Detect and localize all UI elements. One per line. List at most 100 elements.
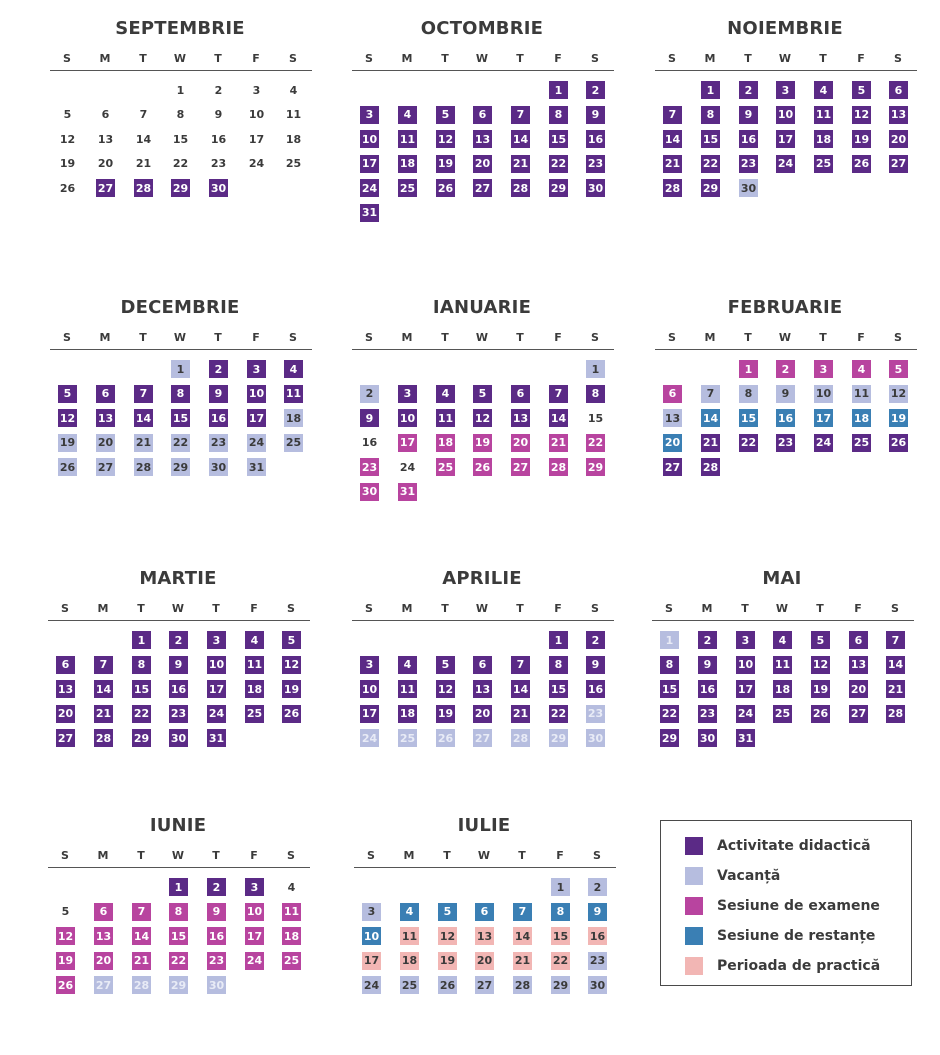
day-cell: 23 [210, 157, 227, 170]
day-cell: 26 [436, 179, 455, 197]
weekday-label: T [516, 602, 524, 615]
weekday-label: S [365, 331, 373, 344]
day-cell: 8 [586, 384, 605, 403]
weekday-label: T [516, 52, 524, 65]
day-cell: 29 [549, 179, 568, 197]
day-cell: 7 [511, 105, 530, 124]
day-cell: 5 [436, 655, 455, 674]
day-cell: 24 [207, 704, 226, 723]
weekday-label: F [554, 602, 562, 615]
day-cell: 1 [169, 878, 188, 896]
day-cell: 6 [889, 81, 908, 99]
day-cell: 25 [436, 458, 455, 476]
day-cell: 28 [511, 179, 530, 197]
day-cell: 14 [886, 655, 905, 674]
day-cell: 17 [736, 680, 755, 698]
month-iulie: IULIE S M T W T F S 1 2 3 4 5 6 7 8 9 10 11 12 13 14 15 16 17 18 1… [354, 815, 616, 1055]
day-cell: 20 [889, 130, 908, 148]
day-cell: 5 [852, 81, 871, 99]
day-cell: 17 [245, 927, 264, 945]
day-cell: 28 [134, 458, 153, 476]
day-cell: 9 [698, 655, 717, 674]
day-cell: 11 [245, 655, 264, 674]
weekday-label: W [778, 52, 792, 65]
day-cell: 28 [513, 976, 532, 994]
day-cell: 28 [511, 729, 530, 747]
header-divider [50, 349, 312, 350]
weekday-label: F [857, 52, 865, 65]
day-cell: 28 [701, 458, 720, 476]
weekday-label: S [63, 52, 71, 65]
day-cell: 13 [96, 409, 115, 427]
legend-swatch-restante [685, 927, 703, 945]
legend-item-didactic: Activitate didactică [685, 835, 871, 857]
day-cell: 1 [132, 631, 151, 649]
weekday-label: T [819, 52, 827, 65]
day-cell: 28 [132, 976, 151, 994]
day-cell: 14 [94, 680, 113, 698]
day-cell: 12 [811, 655, 830, 674]
day-cell: 28 [663, 179, 682, 197]
day-cell: 3 [776, 81, 795, 99]
day-cell: 22 [169, 951, 188, 970]
day-cell: 22 [171, 433, 190, 452]
day-cell: 8 [549, 105, 568, 124]
legend-item-examene: Sesiune de examene [685, 895, 880, 917]
day-cell: 26 [438, 976, 457, 994]
day-cell: 10 [736, 655, 755, 674]
legend-label-restante: Sesiune de restanțe [717, 928, 876, 944]
day-cell: 20 [56, 704, 75, 723]
day-cell: 5 [438, 902, 457, 921]
weekday-label: S [591, 52, 599, 65]
day-cell: 29 [132, 729, 151, 747]
day-cell: 7 [134, 384, 153, 403]
day-cell: 16 [739, 130, 758, 148]
day-cell: 21 [513, 951, 532, 970]
day-cell: 9 [776, 384, 795, 403]
day-cell: 9 [214, 108, 223, 121]
day-cell: 30 [209, 458, 228, 476]
day-cell: 18 [398, 704, 417, 723]
month-title: IUNIE [149, 815, 207, 836]
day-cell: 5 [282, 631, 301, 649]
day-cell: 2 [586, 81, 605, 99]
day-cell: 12 [59, 132, 76, 146]
weekday-label: M [403, 849, 415, 862]
weekday-label: F [252, 331, 260, 344]
weekday-label: T [816, 602, 824, 615]
day-cell: 6 [473, 655, 492, 674]
weekday-label: S [593, 849, 601, 862]
day-cell: 26 [436, 729, 455, 747]
day-cell: 15 [587, 411, 604, 425]
day-cell: 20 [511, 433, 530, 452]
day-cell: 1 [551, 878, 570, 896]
day-cell: 22 [549, 704, 568, 723]
day-cell: 17 [776, 130, 795, 148]
day-cell: 10 [247, 384, 266, 403]
header-divider [50, 70, 312, 71]
weekday-label: W [778, 331, 792, 344]
day-cell: 23 [586, 154, 605, 173]
day-cell: 11 [284, 384, 303, 403]
header-divider [352, 620, 614, 621]
day-cell: 27 [663, 458, 682, 476]
day-cell: 2 [207, 878, 226, 896]
legend-item-vacanta: Vacanță [685, 865, 780, 887]
day-cell: 18 [398, 154, 417, 173]
month-title: OCTOMBRIE [420, 18, 544, 39]
day-cell: 27 [849, 704, 868, 723]
month-martie: MARTIE S M T W T F S 1 2 3 4 5 6 7 8 9 10 11 12 13 14 15 16 17 18… [48, 568, 310, 808]
day-cell: 27 [889, 154, 908, 173]
day-cell: 30 [360, 482, 379, 501]
day-cell: 31 [360, 203, 379, 222]
weekday-label: F [250, 602, 258, 615]
weekday-label: T [212, 849, 220, 862]
day-cell: 1 [176, 83, 185, 97]
day-cell: 16 [207, 927, 226, 945]
legend-swatch-vacanta [685, 867, 703, 885]
day-cell: 4 [398, 105, 417, 124]
day-cell: 20 [97, 157, 114, 170]
day-cell: 16 [776, 409, 795, 427]
weekday-label: M [704, 52, 716, 65]
day-cell: 26 [811, 704, 830, 723]
